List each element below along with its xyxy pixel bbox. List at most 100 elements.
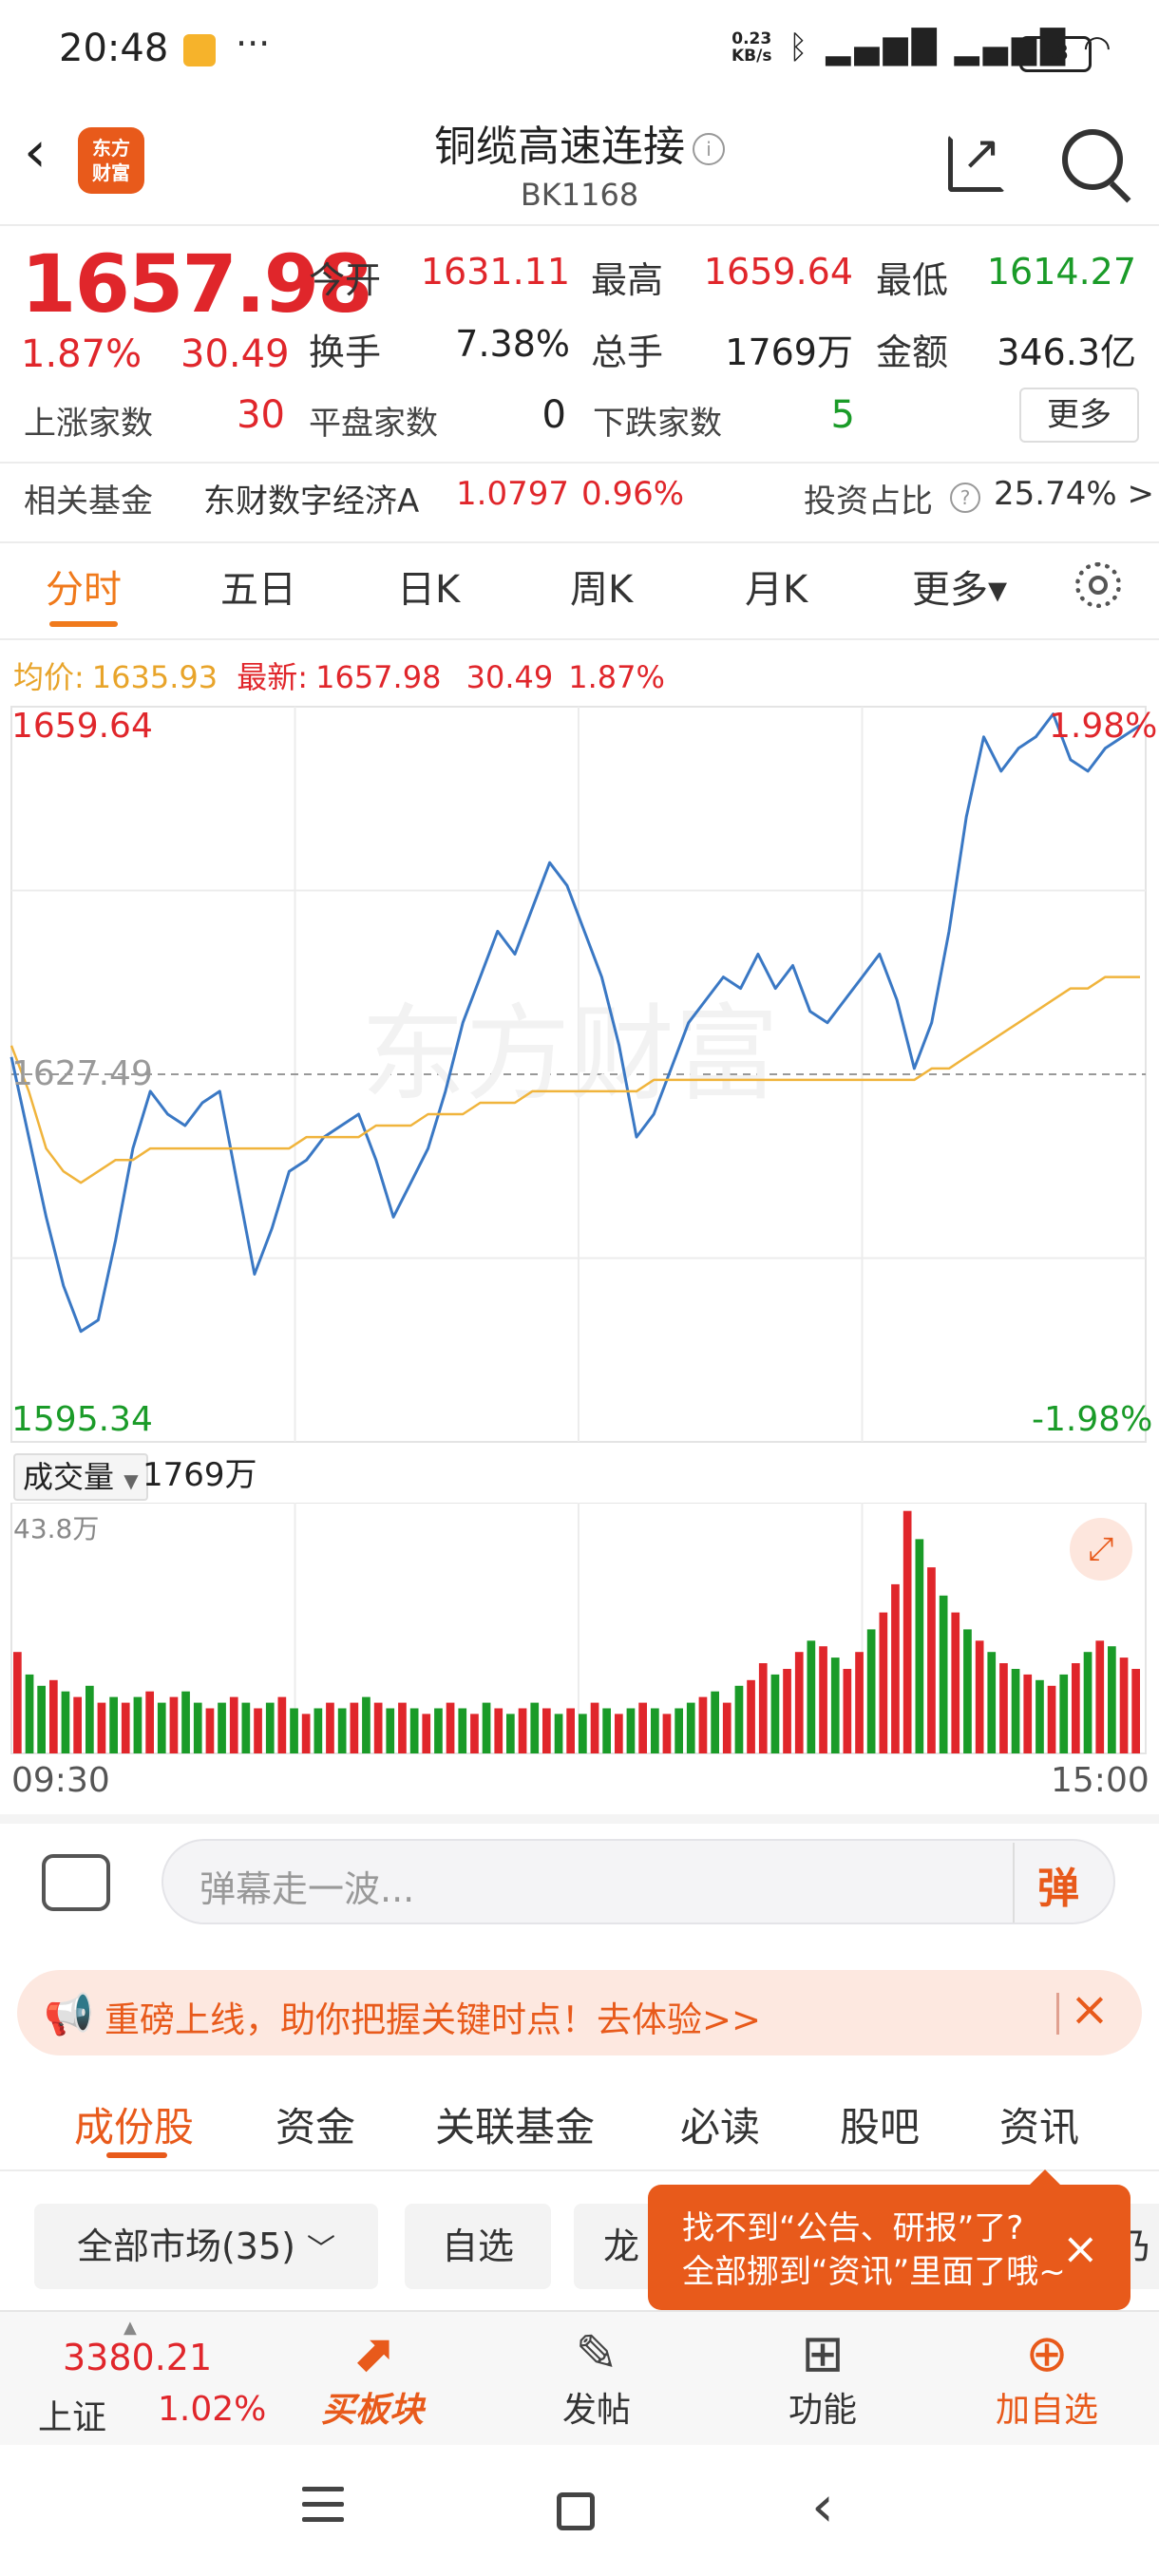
market-filter[interactable]: 全部市场(35) ﹀	[34, 2204, 378, 2289]
volume-bar	[326, 1702, 334, 1753]
tab-news[interactable]: 资讯	[999, 2104, 1080, 2150]
volume-bar	[314, 1708, 323, 1753]
volume-bar	[205, 1708, 215, 1753]
tab-5day[interactable]: 五日	[220, 568, 296, 612]
volume-bar	[1131, 1669, 1140, 1753]
more-button[interactable]: 更多	[1019, 388, 1139, 443]
tab-capital[interactable]: 资金	[276, 2104, 356, 2150]
notes-app-icon	[183, 34, 216, 66]
volume-bar	[86, 1685, 94, 1753]
tab-weekly-k[interactable]: 周K	[570, 568, 634, 612]
volume-bar	[794, 1652, 804, 1753]
share-arrow-icon[interactable]: ↗	[961, 125, 1001, 180]
fall-count-label: 下跌家数	[593, 405, 722, 443]
expand-up-icon[interactable]: ▲	[124, 2318, 137, 2338]
share-icon[interactable]	[948, 135, 1005, 192]
volume-bar	[193, 1702, 202, 1753]
tab-more[interactable]: 更多▾	[912, 568, 1008, 612]
volume-bar	[254, 1708, 262, 1753]
avg-price-line	[10, 975, 1140, 1184]
volume-bar	[807, 1640, 816, 1753]
volume-bar	[651, 1708, 659, 1753]
tab-intraday[interactable]: 分时	[46, 568, 122, 612]
back-arrow-icon[interactable]: ‹	[24, 119, 47, 185]
promo-divider	[1056, 1993, 1059, 2035]
tab-forum[interactable]: 股吧	[840, 2104, 921, 2150]
grid-icon: ⊞	[801, 2323, 845, 2383]
danmaku-settings-icon[interactable]	[42, 1854, 110, 1911]
tab-constituents[interactable]: 成份股	[74, 2104, 195, 2150]
battery-icon: 43	[1019, 36, 1092, 72]
gear-icon[interactable]	[1075, 562, 1121, 608]
volume-bar	[73, 1696, 82, 1753]
fund-name[interactable]: 东财数字经济A	[203, 483, 420, 521]
volume-bar	[1119, 1657, 1129, 1753]
sector-code: BK1168	[520, 177, 639, 213]
home-icon[interactable]	[557, 2492, 595, 2530]
nav-buy-sector[interactable]: ⬈ 买板块	[287, 2325, 458, 2432]
volume-bar	[386, 1708, 395, 1753]
promo-text[interactable]: 重磅上线，助你把握关键时点！去体验>>	[104, 1999, 762, 2040]
high-label: 最高	[591, 259, 664, 301]
volume-bar	[121, 1702, 130, 1753]
volume-bar	[602, 1708, 611, 1753]
volume-selector[interactable]: 成交量 ▼	[13, 1453, 148, 1501]
volume-chart[interactable]	[0, 1503, 1159, 1759]
volume-bar	[1011, 1669, 1020, 1753]
volume-bar	[566, 1708, 575, 1753]
ratio-value[interactable]: 25.74% >	[994, 475, 1154, 513]
volume-bar	[25, 1674, 34, 1753]
volume-bar	[843, 1669, 852, 1753]
tab-daily-k[interactable]: 日K	[397, 568, 461, 612]
danmaku-input[interactable]	[162, 1839, 1115, 1924]
intraday-chart[interactable]: 东方财富	[0, 701, 1159, 1448]
search-icon[interactable]	[1062, 129, 1123, 190]
danmaku-toggle-button[interactable]: 弹	[1037, 1865, 1079, 1913]
recent-apps-icon[interactable]	[302, 2487, 344, 2532]
question-icon[interactable]: ?	[950, 483, 980, 513]
system-back-icon[interactable]: ‹	[811, 2473, 834, 2540]
nav-functions[interactable]: ⊞ 功能	[737, 2325, 908, 2432]
add-circle-icon: ⊕	[1025, 2323, 1069, 2383]
self-select-filter[interactable]: 自选	[405, 2204, 551, 2289]
news-moved-tooltip[interactable]	[648, 2185, 1130, 2310]
volume-bar	[229, 1696, 238, 1753]
app-logo: 东方 财富	[78, 127, 144, 194]
info-icon[interactable]: i	[693, 133, 725, 165]
amount-value: 346.3亿	[997, 331, 1136, 373]
volume-bar	[301, 1714, 311, 1753]
expand-icon[interactable]: ⤢	[1070, 1518, 1132, 1581]
volume-bar	[939, 1595, 948, 1753]
nav-post[interactable]: ✎ 发帖	[511, 2325, 682, 2432]
page-title: 铜缆高速连接 i	[0, 112, 1159, 173]
more-notifications-icon: ···	[236, 23, 271, 65]
close-icon[interactable]: ×	[1070, 1981, 1110, 2036]
ratio-label: 投资占比	[804, 483, 933, 521]
chart-tabs: 分时 五日 日K 周K 月K 更多▾	[0, 559, 1159, 635]
volume-bar	[783, 1669, 791, 1753]
volume-bar	[891, 1583, 900, 1753]
tab-related-funds[interactable]: 关联基金	[435, 2104, 596, 2150]
tab-must-read[interactable]: 必读	[680, 2104, 761, 2150]
volume-bar	[13, 1652, 22, 1753]
volume-bar	[734, 1685, 744, 1753]
tooltip-line1: 找不到“公告、研报”了?	[682, 2209, 1024, 2247]
volume-bar	[109, 1696, 118, 1753]
prev-close-label: 1627.49	[11, 1054, 153, 1093]
open-label: 今开	[309, 259, 382, 301]
tab-monthly-k[interactable]: 月K	[745, 568, 808, 612]
index-name: 上证	[38, 2398, 107, 2437]
volume-bar	[626, 1708, 636, 1753]
fund-nav: 1.0797	[456, 475, 569, 513]
promo-banner[interactable]	[17, 1970, 1142, 2055]
volume-bar	[999, 1663, 1008, 1753]
index-value[interactable]: 3380.21	[63, 2337, 213, 2378]
volume-bar	[542, 1708, 551, 1753]
fall-count: 5	[830, 393, 855, 437]
nav-add-watchlist[interactable]: ⊕ 加自选	[961, 2325, 1132, 2432]
volume-bar	[686, 1702, 695, 1753]
tooltip-close-icon[interactable]: ×	[1062, 2223, 1099, 2274]
volume-bar	[1108, 1646, 1116, 1753]
related-fund-row[interactable]: 相关基金 东财数字经济A 1.0797 0.96% 投资占比 ? 25.74% …	[0, 475, 1159, 532]
low-value: 1614.27	[986, 251, 1136, 293]
